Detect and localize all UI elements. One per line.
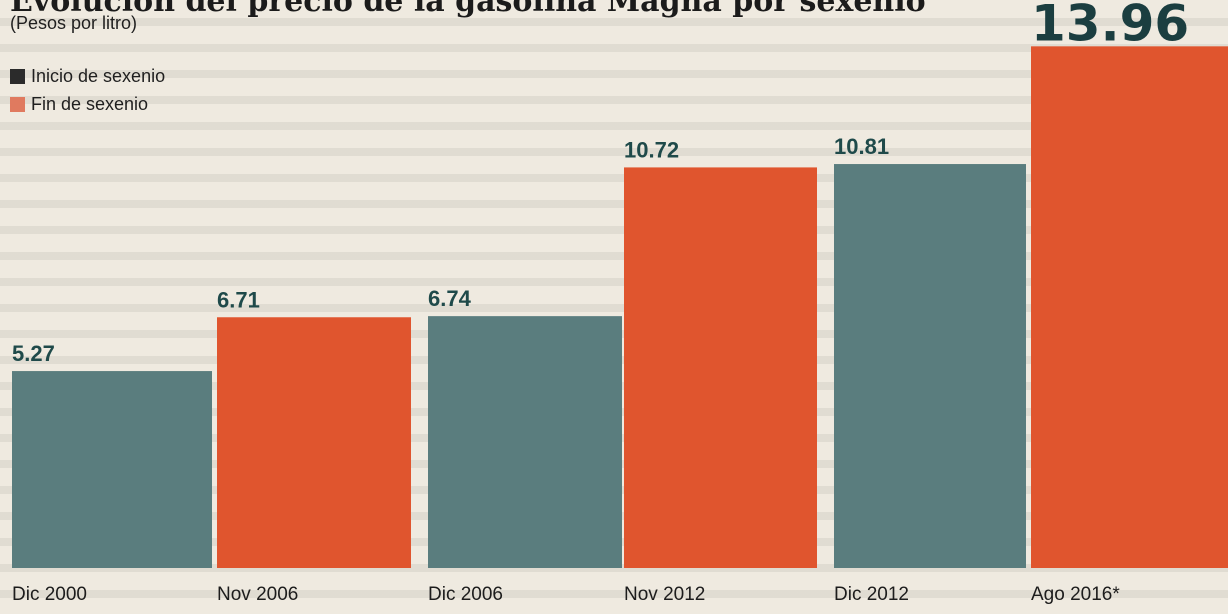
legend-label-fin: Fin de sexenio	[31, 93, 149, 114]
data-label: 6.74	[428, 286, 472, 311]
x-tick-label: Dic 2006	[428, 584, 503, 605]
bar-dic-2000	[12, 371, 212, 568]
legend-item-fin: Fin de sexenio	[10, 90, 165, 118]
chart-subtitle: (Pesos por litro)	[10, 13, 138, 33]
data-label: 6.71	[217, 287, 260, 312]
data-label: 10.81	[834, 134, 889, 159]
chart-title: Evolución del precio de la gasolina Magn…	[10, 0, 926, 19]
data-label: 13.96	[1031, 0, 1189, 52]
legend-swatch-inicio	[10, 68, 25, 84]
bar-nov-2006	[217, 317, 411, 568]
bar-dic-2006	[428, 316, 622, 568]
x-tick-label: Dic 2012	[834, 584, 909, 605]
bar-ago-2016-	[1031, 46, 1228, 568]
x-tick-label: Nov 2012	[624, 584, 705, 605]
x-tick-label: Nov 2006	[217, 584, 298, 605]
legend-label-inicio: Inicio de sexenio	[31, 65, 166, 86]
bar-dic-2012	[834, 164, 1026, 568]
x-tick-label: Dic 2000	[12, 584, 87, 605]
legend: Inicio de sexenio Fin de sexenio	[10, 62, 165, 118]
data-label: 5.27	[12, 341, 55, 366]
bar-nov-2012	[624, 167, 817, 568]
data-label: 10.72	[624, 137, 679, 162]
legend-swatch-fin	[10, 96, 25, 112]
x-tick-label: Ago 2016*	[1031, 584, 1120, 605]
legend-item-inicio: Inicio de sexenio	[10, 62, 165, 90]
